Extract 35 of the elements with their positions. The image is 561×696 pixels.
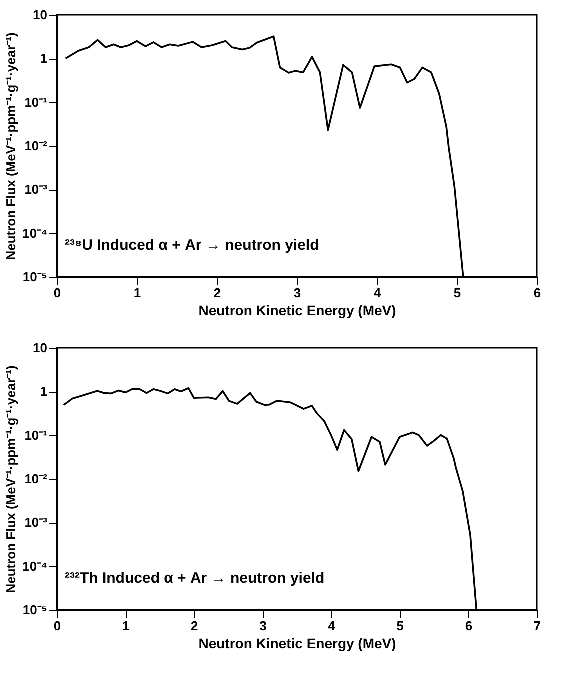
y-tick-label: 10⁻⁵ [22,270,48,284]
x-tick-label: 6 [534,286,542,300]
y-tick-label: 10 [33,340,48,356]
annotation: ²³²Th Induced α + Ar → neutron yield [65,570,325,587]
y-tick-label: 10⁻³ [24,515,48,530]
y-tick-label: 1 [40,384,48,400]
x-tick-label: 0 [54,286,62,300]
annotation: ²³⁸U Induced α + Ar → neutron yield [65,237,320,254]
y-tick-label: 1 [40,51,48,66]
y-tick-label: 10⁻⁴ [22,558,48,574]
y-tick-label: 10⁻³ [24,182,48,198]
x-axis-title: Neutron Kinetic Energy (MeV) [198,636,396,652]
y-tick-label: 10⁻⁵ [22,602,48,618]
x-tick-label: 3 [294,286,302,300]
y-axis-title: Neutron Flux (MeV⁻¹·ppm⁻¹·g⁻¹·year⁻¹) [4,32,19,260]
y-tick-label: 10⁻¹ [24,94,48,110]
x-tick-label: 1 [122,618,130,634]
y-tick-label: 10 [33,8,48,22]
x-tick-label: 5 [396,618,404,634]
x-tick-label: 2 [214,286,222,300]
y-tick-label: 10⁻⁴ [22,226,48,241]
x-tick-label: 2 [191,618,198,634]
y-tick-label: 10⁻¹ [24,428,48,443]
y-tick-label: 10⁻² [24,472,48,486]
x-tick-label: 4 [374,286,382,300]
y-axis-title: Neutron Flux (MeV⁻¹·ppm⁻¹·g⁻¹·year⁻¹) [4,366,19,594]
x-tick-label: 6 [465,618,473,634]
x-tick-label: 3 [260,618,267,634]
x-tick-label: 4 [328,618,336,634]
y-tick-label: 10⁻² [24,138,48,154]
x-tick-label: 0 [54,618,62,634]
x-tick-label: 5 [454,286,462,300]
x-tick-label: 1 [134,286,142,300]
x-axis-title: Neutron Kinetic Energy (MeV) [198,302,396,318]
x-tick-label: 7 [534,618,542,634]
